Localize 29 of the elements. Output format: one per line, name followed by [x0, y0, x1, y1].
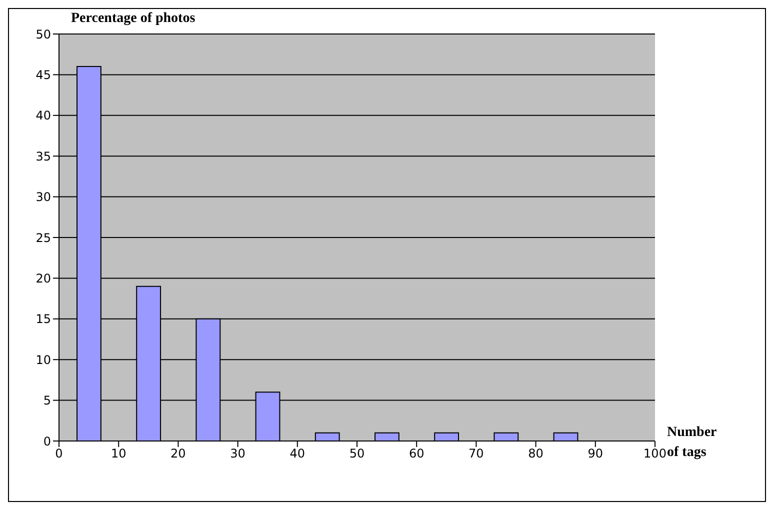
x-tick-label: 10 — [110, 446, 126, 461]
x-tick-label: 40 — [290, 446, 306, 461]
x-tick-label: 90 — [588, 446, 604, 461]
y-tick-label: 45 — [36, 68, 51, 82]
y-tick-label: 10 — [36, 352, 51, 367]
bar — [314, 432, 340, 441]
x-tick-label: 0 — [55, 446, 63, 461]
x-tick-label: 20 — [170, 446, 186, 461]
bar — [374, 432, 400, 441]
x-tick-label: 50 — [349, 446, 365, 461]
y-tick-label: 40 — [36, 108, 51, 123]
x-tick-label: 60 — [408, 446, 424, 461]
x-tick-label: 100 — [644, 446, 666, 461]
x-tick-label: 80 — [528, 446, 544, 461]
y-tick-label: 35 — [36, 149, 51, 164]
x-axis-title: Number of tags — [667, 424, 717, 462]
bar — [434, 432, 460, 441]
x-tick-label: 70 — [468, 446, 484, 461]
y-tick-label: 0 — [43, 434, 51, 448]
y-tick-label: 15 — [36, 312, 51, 326]
y-tick-label: 50 — [36, 27, 51, 42]
y-tick-label: 30 — [36, 190, 51, 204]
bar — [553, 432, 578, 441]
x-tick-label: 30 — [230, 446, 246, 461]
y-tick-label: 25 — [36, 230, 51, 245]
y-tick-label: 20 — [36, 271, 51, 286]
y-tick-label: 5 — [43, 394, 51, 408]
bar — [494, 432, 519, 441]
y-axis-title: Percentage of photos — [71, 11, 196, 27]
